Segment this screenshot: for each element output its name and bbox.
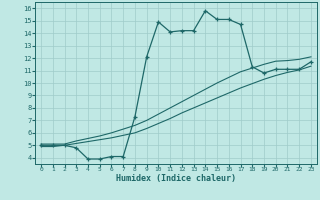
X-axis label: Humidex (Indice chaleur): Humidex (Indice chaleur) — [116, 174, 236, 183]
